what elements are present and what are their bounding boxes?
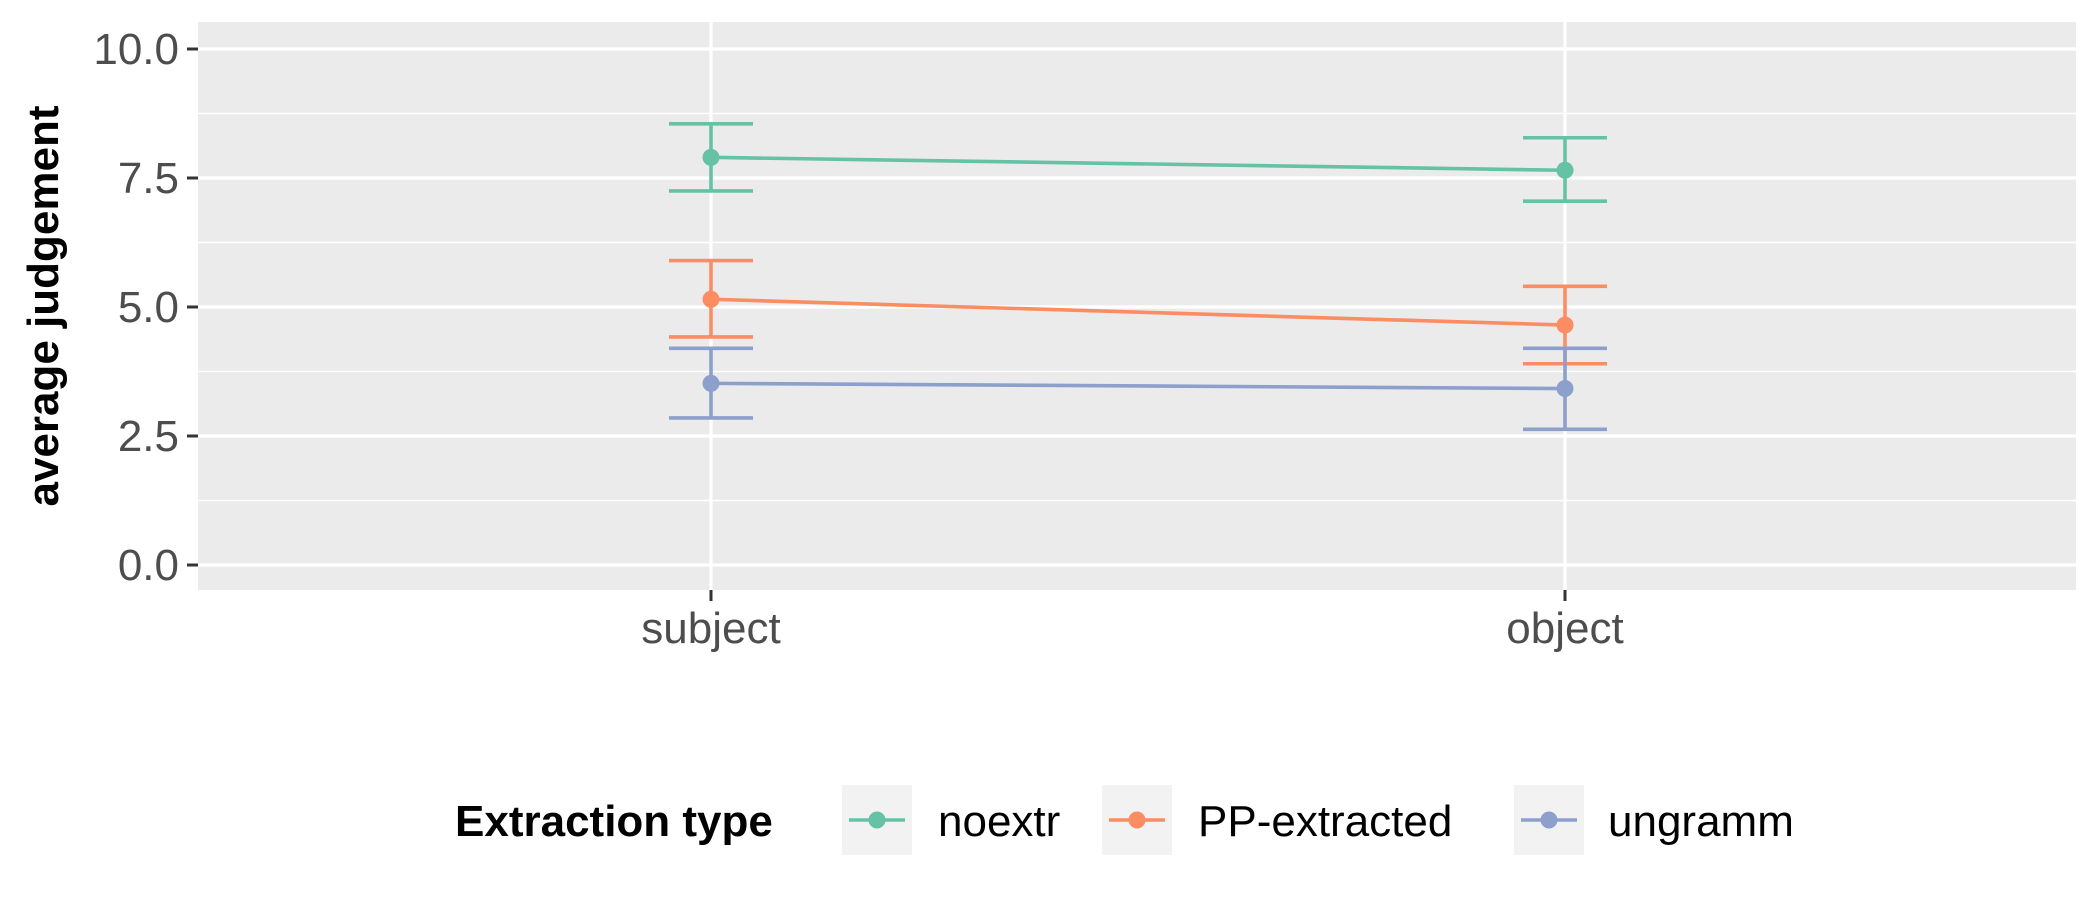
series-line [710, 381, 1566, 391]
legend-label: noextr [938, 797, 1060, 846]
y-axis-title: average judgement [19, 105, 68, 506]
minor-gridlines [198, 112, 2076, 502]
legend-item-ungramm: ungramm [1514, 785, 1794, 855]
legend: Extraction type noextr PP-extracted ungram… [455, 785, 1794, 855]
legend-label: PP-extracted [1198, 797, 1452, 846]
data-point [702, 148, 720, 166]
legend-title: Extraction type [455, 797, 773, 846]
series-noextr [669, 122, 1607, 204]
data-point [1556, 161, 1574, 179]
legend-item-noextr: noextr [842, 785, 1060, 855]
y-tick-label: 7.5 [118, 154, 179, 203]
data-point [702, 374, 720, 392]
series-line [710, 297, 1566, 327]
series-layer [669, 122, 1607, 432]
data-point [702, 290, 720, 308]
series-ungramm [669, 346, 1607, 432]
x-tick-label: object [1506, 604, 1623, 653]
legend-label: ungramm [1608, 797, 1794, 846]
data-point [1556, 316, 1574, 334]
x-axis: subject object [641, 590, 1624, 653]
x-tick-label: subject [641, 604, 780, 653]
y-tick-label: 0.0 [118, 541, 179, 590]
y-axis: 0.0 2.5 5.0 7.5 10.0 [93, 25, 198, 590]
legend-item-PP-extracted: PP-extracted [1102, 785, 1452, 855]
y-tick-label: 2.5 [118, 412, 179, 461]
series-line [710, 155, 1566, 173]
y-tick-label: 10.0 [93, 25, 179, 74]
data-point [1556, 380, 1574, 398]
legend-items: noextr PP-extracted ungramm [842, 785, 1794, 855]
y-tick-label: 5.0 [118, 283, 179, 332]
